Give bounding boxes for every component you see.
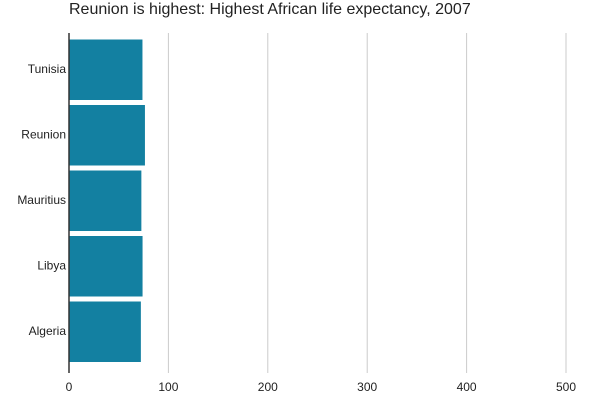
- bars: [69, 39, 145, 362]
- category-label-libya: Libya: [37, 258, 66, 272]
- bar-mauritius: [69, 170, 142, 231]
- x-tick-label-200: 200: [258, 380, 278, 394]
- bar-libya: [69, 236, 143, 297]
- bar-tunisia: [69, 39, 143, 100]
- tick-labels: Tunisia Reunion Mauritius Libya Algeria 0 100 2…: [17, 62, 576, 394]
- x-tick-label-100: 100: [158, 380, 178, 394]
- gridlines: [167, 33, 567, 373]
- category-label-reunion: Reunion: [21, 127, 66, 141]
- category-label-mauritius: Mauritius: [17, 193, 66, 207]
- bar-reunion: [69, 105, 145, 166]
- category-label-algeria: Algeria: [29, 324, 67, 338]
- chart-title: Reunion is highest: Highest African life…: [69, 1, 471, 18]
- x-tick-label-400: 400: [457, 380, 477, 394]
- x-tick-label-0: 0: [66, 380, 73, 394]
- x-tick-label-500: 500: [556, 380, 576, 394]
- bar-algeria: [69, 301, 141, 362]
- category-label-tunisia: Tunisia: [28, 62, 67, 76]
- x-tick-label-300: 300: [357, 380, 377, 394]
